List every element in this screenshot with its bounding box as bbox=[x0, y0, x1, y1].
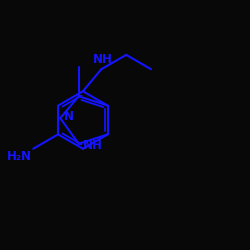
Text: H₂N: H₂N bbox=[7, 150, 32, 163]
Text: NH: NH bbox=[82, 138, 102, 151]
Text: N: N bbox=[64, 110, 74, 124]
Text: NH: NH bbox=[93, 53, 112, 66]
